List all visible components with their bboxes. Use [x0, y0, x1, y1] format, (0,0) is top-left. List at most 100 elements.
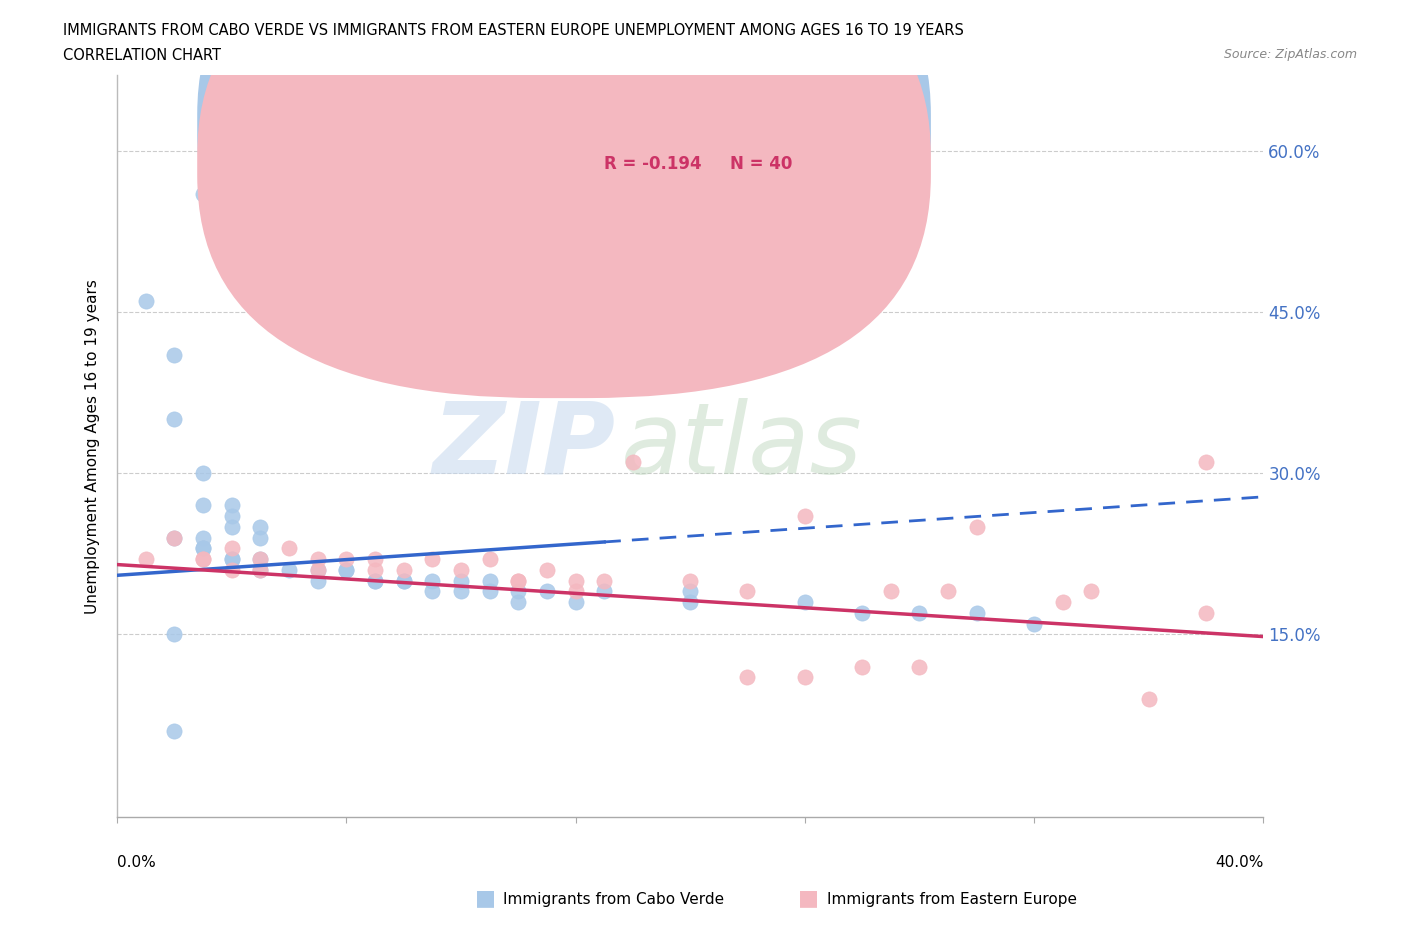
Point: [307, 551, 329, 566]
Point: [191, 541, 214, 556]
Point: [478, 584, 501, 599]
Point: [163, 627, 186, 642]
Point: [1022, 617, 1045, 631]
Point: [450, 563, 472, 578]
Point: [1080, 584, 1102, 599]
Point: [307, 563, 329, 578]
Point: [679, 584, 702, 599]
Point: [163, 530, 186, 545]
Point: [191, 498, 214, 512]
Text: IMMIGRANTS FROM CABO VERDE VS IMMIGRANTS FROM EASTERN EUROPE UNEMPLOYMENT AMONG : IMMIGRANTS FROM CABO VERDE VS IMMIGRANTS…: [63, 23, 965, 38]
Point: [364, 573, 387, 588]
Point: [679, 573, 702, 588]
Point: [249, 563, 271, 578]
Point: [564, 595, 586, 610]
Point: [163, 724, 186, 738]
Point: [793, 509, 815, 524]
FancyBboxPatch shape: [197, 0, 931, 398]
Point: [191, 186, 214, 201]
Text: ■: ■: [799, 888, 818, 908]
Point: [191, 541, 214, 556]
Text: 0.0%: 0.0%: [117, 855, 156, 870]
Text: atlas: atlas: [621, 398, 863, 495]
Text: 40.0%: 40.0%: [1215, 855, 1264, 870]
Point: [364, 563, 387, 578]
Point: [335, 563, 357, 578]
Point: [508, 573, 530, 588]
Point: [221, 541, 243, 556]
Point: [364, 551, 387, 566]
Point: [621, 455, 644, 470]
Point: [851, 659, 873, 674]
Point: [737, 584, 759, 599]
Text: CORRELATION CHART: CORRELATION CHART: [63, 48, 221, 63]
Point: [536, 563, 558, 578]
Point: [420, 551, 443, 566]
Point: [593, 573, 616, 588]
Point: [478, 573, 501, 588]
Text: ZIP: ZIP: [433, 398, 616, 495]
Point: [1137, 692, 1160, 707]
Point: [392, 563, 415, 578]
Text: Source: ZipAtlas.com: Source: ZipAtlas.com: [1223, 48, 1357, 61]
Point: [249, 551, 271, 566]
Point: [793, 670, 815, 684]
Point: [392, 573, 415, 588]
Point: [564, 584, 586, 599]
Point: [191, 551, 214, 566]
Point: [135, 551, 157, 566]
Point: [536, 584, 558, 599]
FancyBboxPatch shape: [519, 98, 851, 202]
Point: [335, 563, 357, 578]
Point: [221, 563, 243, 578]
Point: [392, 573, 415, 588]
Point: [191, 530, 214, 545]
Point: [1195, 605, 1218, 620]
Point: [249, 563, 271, 578]
Text: ■: ■: [475, 888, 495, 908]
Point: [191, 466, 214, 481]
Point: [420, 584, 443, 599]
Text: N = 40: N = 40: [730, 155, 793, 174]
Point: [908, 605, 931, 620]
Point: [221, 551, 243, 566]
Point: [1052, 595, 1074, 610]
Point: [851, 605, 873, 620]
Point: [135, 294, 157, 309]
Point: [277, 563, 299, 578]
Text: R = -0.194: R = -0.194: [605, 155, 702, 174]
Point: [307, 563, 329, 578]
Point: [420, 573, 443, 588]
Point: [478, 551, 501, 566]
Point: [450, 573, 472, 588]
Point: [221, 498, 243, 512]
Point: [880, 584, 903, 599]
Text: Immigrants from Eastern Europe: Immigrants from Eastern Europe: [827, 892, 1077, 907]
Point: [1195, 455, 1218, 470]
Point: [221, 509, 243, 524]
Point: [364, 573, 387, 588]
Point: [508, 573, 530, 588]
Text: N = 48: N = 48: [730, 114, 793, 133]
Point: [277, 541, 299, 556]
Point: [737, 670, 759, 684]
Point: [936, 584, 959, 599]
Point: [163, 348, 186, 363]
Point: [450, 584, 472, 599]
Y-axis label: Unemployment Among Ages 16 to 19 years: Unemployment Among Ages 16 to 19 years: [86, 279, 100, 614]
FancyBboxPatch shape: [197, 0, 931, 357]
Point: [191, 551, 214, 566]
Text: R =  0.063: R = 0.063: [605, 114, 700, 133]
Point: [163, 412, 186, 427]
Point: [335, 551, 357, 566]
Point: [966, 520, 988, 535]
Point: [221, 551, 243, 566]
Point: [908, 659, 931, 674]
Point: [221, 520, 243, 535]
Point: [508, 595, 530, 610]
Point: [249, 530, 271, 545]
Point: [163, 530, 186, 545]
Point: [508, 584, 530, 599]
Point: [679, 595, 702, 610]
Point: [249, 520, 271, 535]
